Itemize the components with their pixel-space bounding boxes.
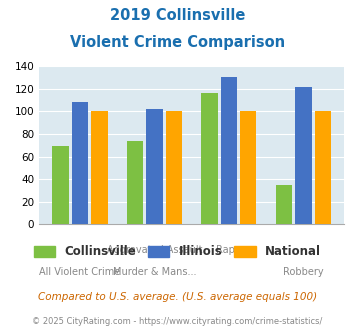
Text: All Violent Crime: All Violent Crime: [39, 267, 121, 277]
Bar: [146, 109, 163, 224]
Bar: [53, 146, 69, 224]
Bar: [91, 111, 108, 224]
Bar: [72, 102, 88, 224]
Bar: [315, 111, 331, 224]
Text: Rape: Rape: [217, 245, 241, 255]
Text: Murder & Mans...: Murder & Mans...: [113, 267, 196, 277]
Bar: [276, 185, 292, 224]
Text: Aggravated Assault: Aggravated Assault: [107, 245, 202, 255]
Legend: Collinsville, Illinois, National: Collinsville, Illinois, National: [29, 241, 326, 263]
Bar: [221, 77, 237, 224]
Text: © 2025 CityRating.com - https://www.cityrating.com/crime-statistics/: © 2025 CityRating.com - https://www.city…: [32, 317, 323, 326]
Text: Robbery: Robbery: [283, 267, 324, 277]
Bar: [166, 111, 182, 224]
Bar: [295, 87, 312, 224]
Bar: [201, 93, 218, 224]
Text: Violent Crime Comparison: Violent Crime Comparison: [70, 35, 285, 50]
Text: 2019 Collinsville: 2019 Collinsville: [110, 8, 245, 23]
Bar: [127, 141, 143, 224]
Bar: [240, 111, 256, 224]
Text: Compared to U.S. average. (U.S. average equals 100): Compared to U.S. average. (U.S. average …: [38, 292, 317, 302]
